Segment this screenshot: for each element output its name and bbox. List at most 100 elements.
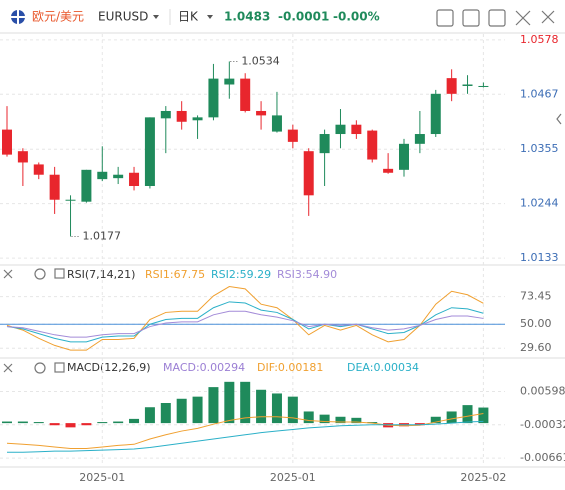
- indicator-title[interactable]: MACD(12,26,9): [67, 361, 151, 374]
- macd-header: MACD(12,26,9): [3, 361, 151, 374]
- legend-entry: DIF:0.00181: [257, 361, 323, 374]
- indicator-title[interactable]: RSI(7,14,21): [67, 268, 135, 281]
- candle-body: [144, 117, 155, 186]
- candle-body: [287, 129, 298, 142]
- candle-body: [256, 110, 267, 116]
- candle-body: [176, 110, 187, 122]
- candle-body: [240, 78, 251, 111]
- candle-body: [33, 164, 44, 175]
- candle-body: [319, 134, 330, 154]
- dropdown-arrow[interactable]: [207, 15, 213, 19]
- macd-bar: [97, 422, 108, 424]
- draw-tool[interactable]: [436, 9, 454, 27]
- macd-bar: [351, 417, 362, 424]
- y-tick-label: 1.0467: [520, 87, 559, 100]
- macd-bar: [478, 407, 489, 424]
- macd-bar: [49, 423, 60, 426]
- indicator-icon[interactable]: [54, 268, 65, 279]
- close-indicator[interactable]: [3, 269, 13, 279]
- macd-bar: [256, 389, 267, 424]
- macd-bar: [303, 411, 314, 424]
- candle-body: [65, 199, 76, 201]
- y-tick-label: 50.00: [520, 317, 552, 330]
- legend-entry: RSI1:67.75: [145, 268, 205, 281]
- y-tick-label: 1.0578: [520, 33, 559, 46]
- candle-body: [49, 174, 60, 200]
- legend-entry: RSI2:59.29: [211, 268, 271, 281]
- macd-bar: [113, 421, 124, 424]
- extreme-label: 1.0177: [83, 230, 122, 243]
- legend-entry: RSI3:54.90: [277, 268, 337, 281]
- candle-body: [129, 172, 140, 186]
- macd-bar: [430, 416, 441, 424]
- candle-body: [399, 143, 409, 170]
- toolbar: [436, 9, 555, 27]
- macd-bar: [414, 423, 425, 426]
- pair-name[interactable]: 欧元/美元: [32, 10, 84, 24]
- candle-body: [414, 134, 425, 144]
- price-change: -0.0001: [278, 10, 329, 24]
- candle-body: [430, 93, 441, 135]
- macd-bar: [65, 423, 76, 428]
- extreme-label: 1.0534: [241, 54, 280, 67]
- indicator-line: [6, 301, 484, 343]
- macd-bar: [160, 403, 171, 424]
- macd-bar: [2, 421, 12, 424]
- macd-bar: [224, 381, 235, 424]
- indicator-icon[interactable]: [54, 362, 65, 373]
- last-price: 1.0483: [224, 10, 270, 24]
- macd-bar: [446, 411, 457, 424]
- candle-body: [335, 124, 346, 135]
- macd-bar: [240, 381, 251, 424]
- change-pct: -0.00%: [333, 10, 380, 24]
- macd-bar: [17, 421, 28, 424]
- fullscreen-button[interactable]: [515, 10, 531, 26]
- macd-bar: [33, 422, 44, 424]
- pair-symbol[interactable]: EURUSD: [98, 10, 148, 24]
- macd-bar: [319, 414, 330, 424]
- erase-tool[interactable]: [488, 9, 506, 27]
- settings-icon[interactable]: [34, 362, 46, 374]
- line-tool[interactable]: [462, 9, 480, 27]
- close-indicator[interactable]: [3, 363, 13, 373]
- macd-bar: [81, 423, 92, 426]
- y-tick-label: 0.00598: [520, 384, 565, 397]
- candle-body: [81, 169, 92, 202]
- y-tick-label: -0.00661: [520, 451, 565, 464]
- candle-body: [2, 129, 12, 155]
- macd-bar: [271, 393, 282, 424]
- macd-bar: [335, 416, 346, 424]
- macd-bar: [462, 405, 473, 424]
- flag-stripes: [11, 10, 25, 24]
- indicator-line: [6, 413, 484, 450]
- y-tick-label: 1.0244: [520, 197, 559, 210]
- indicator-line: [7, 420, 484, 453]
- candle-body: [351, 124, 362, 135]
- indicator-line: [6, 310, 484, 338]
- period[interactable]: 日K: [178, 10, 199, 24]
- candle-body: [271, 115, 282, 132]
- candle-body: [17, 151, 28, 163]
- macd-bar: [192, 396, 203, 424]
- top-bar: 欧元/美元 EURUSD 日K 1.0483 -0.0001 -0.00%: [11, 9, 555, 27]
- macd-bar: [144, 407, 155, 424]
- candle-body: [367, 130, 378, 160]
- candle-body: [160, 110, 171, 119]
- macd-bar: [208, 387, 219, 424]
- macd-bar: [367, 422, 378, 424]
- legend-entry: MACD:0.00294: [163, 361, 245, 374]
- y-tick-label: 73.45: [520, 290, 552, 303]
- close-button[interactable]: [541, 10, 555, 24]
- indicator-line: [6, 286, 484, 351]
- y-tick-label: -0.00032: [520, 418, 565, 431]
- dropdown-arrow[interactable]: [153, 15, 159, 19]
- y-tick-label: 29.60: [520, 341, 552, 354]
- rsi-header: RSI(7,14,21): [3, 268, 135, 281]
- settings-icon[interactable]: [34, 268, 46, 280]
- macd-bar: [129, 418, 140, 424]
- candle-body: [303, 151, 314, 196]
- x-tick-label: 2025-02: [460, 471, 506, 484]
- collapse-button[interactable]: [556, 113, 562, 125]
- candle-body: [97, 171, 108, 180]
- x-tick-label: 2025-01: [270, 471, 316, 484]
